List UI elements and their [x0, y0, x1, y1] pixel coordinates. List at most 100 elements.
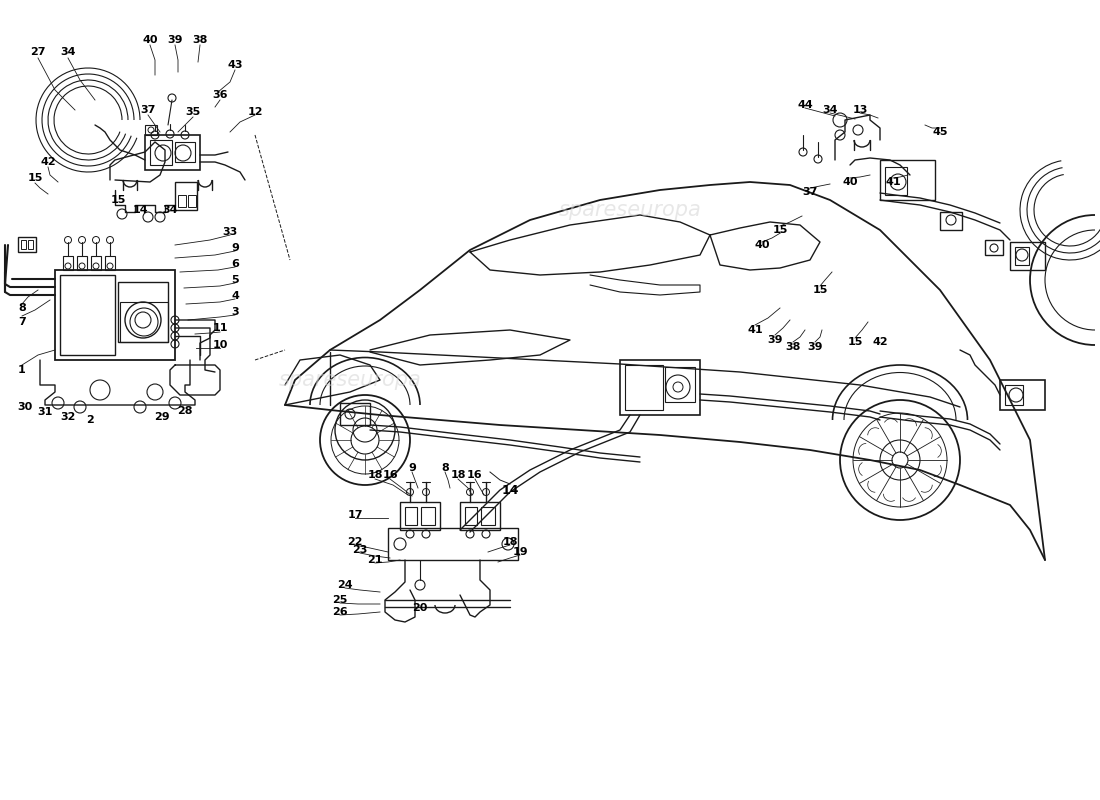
Text: 14: 14 [502, 483, 519, 497]
Text: 36: 36 [212, 90, 228, 100]
Bar [620, 360, 700, 415]
Bar [1000, 380, 1045, 410]
Text: 2: 2 [86, 415, 94, 425]
Bar [28, 240, 33, 249]
Text: 15: 15 [772, 225, 788, 235]
Text: 41: 41 [747, 325, 762, 335]
Bar [175, 142, 195, 162]
Text: 39: 39 [167, 35, 183, 45]
Text: 8: 8 [441, 463, 449, 473]
Bar [421, 507, 434, 525]
Text: 34: 34 [823, 105, 838, 115]
Text: 9: 9 [408, 463, 416, 473]
Text: 18: 18 [503, 537, 518, 547]
Bar [666, 367, 695, 402]
Text: 31: 31 [37, 407, 53, 417]
Text: 21: 21 [367, 555, 383, 565]
Bar [60, 275, 116, 355]
Bar [175, 182, 197, 210]
Text: 10: 10 [212, 340, 228, 350]
Text: 15: 15 [812, 285, 827, 295]
Text: 23: 23 [352, 545, 367, 555]
Bar [21, 240, 26, 249]
Text: 37: 37 [141, 105, 156, 115]
Text: 25: 25 [332, 595, 348, 605]
Text: 37: 37 [802, 187, 817, 197]
Bar [145, 135, 200, 170]
Text: 39: 39 [768, 335, 783, 345]
Text: 5: 5 [231, 275, 239, 285]
Text: spareseuropa: spareseuropa [559, 200, 702, 220]
Text: 40: 40 [142, 35, 157, 45]
Bar [886, 167, 907, 195]
Text: 42: 42 [872, 337, 888, 347]
Text: 3: 3 [231, 307, 239, 317]
Bar [340, 403, 370, 425]
Text: 44: 44 [798, 100, 813, 110]
Bar [104, 256, 116, 270]
Bar [178, 195, 186, 207]
Bar [388, 528, 518, 560]
Text: 27: 27 [31, 47, 46, 57]
Text: 16: 16 [468, 470, 483, 480]
Bar [118, 282, 168, 342]
Text: 20: 20 [412, 603, 428, 613]
Bar [405, 507, 417, 525]
Text: 35: 35 [186, 107, 200, 117]
Text: 17: 17 [348, 510, 363, 520]
Text: 38: 38 [785, 342, 801, 352]
Text: 8: 8 [18, 303, 26, 313]
Text: 41: 41 [886, 177, 901, 187]
Text: spareseuropa: spareseuropa [278, 370, 421, 390]
Bar [400, 502, 440, 530]
Bar [1015, 247, 1028, 265]
Text: 15: 15 [28, 173, 43, 183]
Bar [120, 302, 168, 342]
Bar [481, 507, 495, 525]
Bar [63, 256, 73, 270]
Bar [940, 212, 962, 230]
Text: 9: 9 [231, 243, 239, 253]
Text: 15: 15 [847, 337, 862, 347]
Text: 18: 18 [450, 470, 465, 480]
Text: 29: 29 [154, 412, 169, 422]
Bar [55, 270, 175, 360]
Bar [1005, 385, 1023, 405]
Bar [465, 507, 477, 525]
Bar [145, 125, 157, 135]
Text: 12: 12 [248, 107, 263, 117]
Text: 11: 11 [212, 323, 228, 333]
Text: 40: 40 [755, 240, 770, 250]
Text: 42: 42 [41, 157, 56, 167]
Bar [984, 240, 1003, 255]
Bar [91, 256, 101, 270]
Text: 43: 43 [228, 60, 243, 70]
Bar [880, 160, 935, 200]
Text: 45: 45 [933, 127, 948, 137]
Text: 22: 22 [348, 537, 363, 547]
Bar [150, 140, 172, 165]
Text: 33: 33 [222, 227, 238, 237]
Bar [1010, 242, 1045, 270]
Text: 34: 34 [163, 205, 178, 215]
Text: 1: 1 [18, 365, 26, 375]
Text: 40: 40 [843, 177, 858, 187]
Bar [77, 256, 87, 270]
Text: 19: 19 [513, 547, 528, 557]
Text: 15: 15 [110, 195, 125, 205]
Text: 14: 14 [132, 205, 147, 215]
Bar [188, 195, 196, 207]
Text: 7: 7 [18, 317, 26, 327]
Text: 16: 16 [382, 470, 398, 480]
Text: 38: 38 [192, 35, 208, 45]
Text: 13: 13 [852, 105, 868, 115]
Text: 18: 18 [367, 470, 383, 480]
Bar [18, 237, 36, 252]
Text: 30: 30 [18, 402, 33, 412]
Text: 34: 34 [60, 47, 76, 57]
Text: 28: 28 [177, 406, 192, 416]
Bar [460, 502, 500, 530]
Text: 4: 4 [231, 291, 239, 301]
Text: 39: 39 [807, 342, 823, 352]
Text: 32: 32 [60, 412, 76, 422]
